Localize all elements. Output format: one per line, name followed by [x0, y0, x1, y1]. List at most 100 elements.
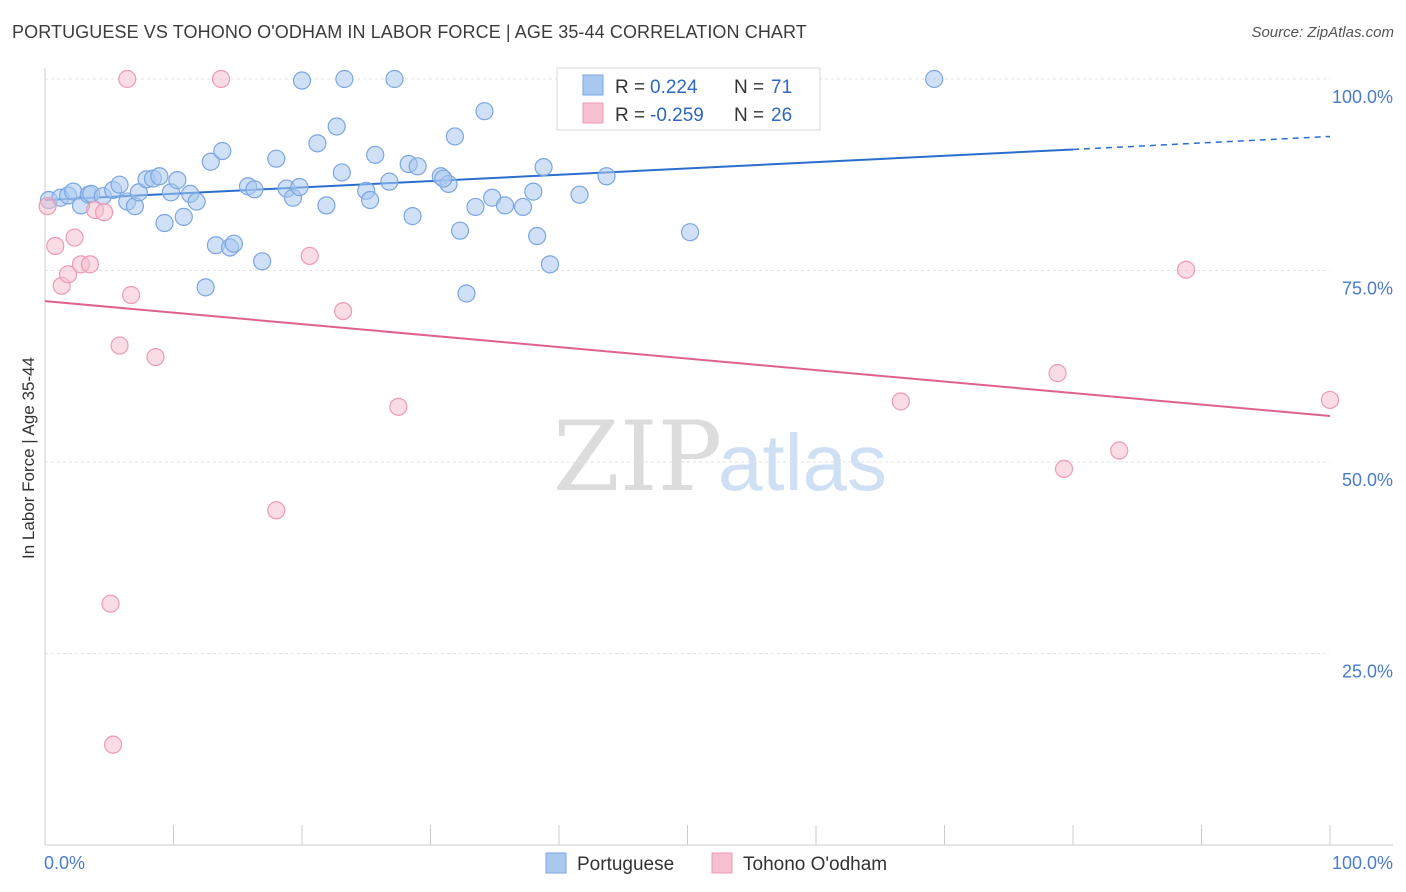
y-tick-label-3: 100.0% [1332, 87, 1393, 107]
legend-r-value-1: -0.259 [650, 105, 704, 126]
point-0-19 [174, 207, 193, 226]
data-points [38, 69, 1340, 754]
point-0-59 [513, 197, 533, 217]
watermark: ZIP atlas [553, 401, 887, 513]
bottom-legend-swatch-0 [545, 852, 567, 874]
y-axis-title: In Labor Force | Age 35-44 [19, 357, 38, 559]
point-1-8 [95, 203, 114, 222]
point-1-14 [146, 347, 165, 367]
legend-r-label-1: R = [615, 105, 645, 126]
trend-line-extension-0 [1072, 135, 1331, 151]
bottom-legend-label-0: Portuguese [577, 854, 674, 875]
point-1-1 [46, 236, 65, 256]
series-0-points [39, 69, 944, 303]
point-0-18 [168, 171, 187, 190]
point-0-22 [196, 278, 215, 297]
point-1-6 [80, 255, 100, 274]
point-1-11 [110, 336, 129, 355]
point-0-39 [332, 163, 351, 182]
point-0-36 [308, 134, 327, 153]
point-0-16 [155, 213, 174, 233]
y-tick-label-0: 25.0% [1342, 662, 1393, 682]
legend-swatch-1 [582, 102, 604, 124]
point-1-4 [65, 228, 84, 247]
legend-n-label-0: N = [734, 77, 764, 98]
point-1-25 [1320, 390, 1340, 410]
point-1-18 [334, 301, 353, 321]
point-0-53 [450, 221, 470, 240]
legend-n-label-1: N = [734, 105, 764, 126]
point-1-17 [300, 246, 319, 266]
point-1-20 [891, 392, 910, 411]
point-1-3 [59, 265, 78, 284]
point-0-23 [201, 152, 220, 171]
x-tick-label-0: 0.0% [44, 853, 85, 873]
trend-line-0 [44, 148, 1074, 202]
trend-line-1 [44, 300, 1331, 418]
point-0-66 [680, 223, 700, 242]
point-0-64 [570, 185, 589, 204]
watermark-zip: ZIP [553, 401, 722, 513]
point-0-60 [524, 182, 543, 201]
point-1-24 [1176, 260, 1196, 279]
point-0-62 [534, 157, 553, 177]
point-0-55 [466, 197, 485, 217]
point-0-56 [475, 102, 494, 121]
y-tick-label-2: 75.0% [1342, 279, 1393, 299]
point-0-52 [445, 127, 465, 146]
point-0-34 [290, 177, 309, 197]
legend-r-label-0: R = [615, 77, 645, 98]
point-0-15 [150, 167, 169, 186]
point-0-27 [224, 234, 243, 253]
point-0-38 [327, 117, 346, 136]
point-0-61 [528, 226, 547, 246]
point-0-25 [213, 141, 232, 161]
point-0-51 [434, 169, 453, 188]
bottom-legend-swatch-1 [711, 852, 733, 874]
point-1-13 [121, 285, 141, 305]
point-0-44 [380, 172, 399, 191]
point-0-45 [385, 69, 404, 89]
point-0-65 [597, 167, 616, 186]
point-0-37 [317, 196, 336, 215]
point-0-42 [361, 190, 380, 210]
point-1-22 [1054, 459, 1074, 478]
point-1-10 [104, 735, 123, 754]
point-1-15 [211, 69, 231, 89]
point-0-54 [457, 284, 476, 303]
y-tick-label-1: 50.0% [1342, 470, 1393, 490]
point-1-9 [101, 594, 120, 613]
point-0-30 [253, 252, 272, 271]
point-1-16 [267, 501, 286, 520]
legend: R = 0.224 N = 71 R = -0.259 N = 26 [556, 67, 821, 131]
trend-lines [44, 135, 1331, 418]
point-0-21 [187, 192, 206, 211]
point-0-48 [408, 157, 427, 176]
point-1-23 [1110, 441, 1129, 460]
point-0-31 [267, 149, 286, 168]
point-0-67 [925, 69, 944, 89]
legend-swatch-0 [582, 74, 604, 96]
x-tick-label-1: 100.0% [1332, 853, 1393, 873]
series-1-points [38, 69, 1340, 754]
chart-source: Source: ZipAtlas.com [1251, 24, 1394, 41]
bottom-legend: Portuguese Tohono O'odham [545, 852, 887, 875]
point-1-0 [38, 197, 57, 216]
tick-labels: 25.0% 50.0% 75.0% 100.0% 0.0% 100.0% [44, 87, 1393, 873]
point-0-29 [245, 180, 264, 199]
grid-lines [45, 78, 1330, 654]
bottom-legend-label-1: Tohono O'odham [743, 854, 887, 875]
point-1-21 [1048, 364, 1067, 383]
point-0-63 [540, 255, 560, 274]
legend-r-value-0: 0.224 [650, 77, 698, 98]
point-0-47 [403, 207, 422, 226]
point-0-35 [292, 71, 312, 90]
point-0-43 [366, 145, 385, 164]
point-0-40 [335, 69, 354, 89]
point-0-9 [110, 175, 129, 194]
legend-n-value-1: 26 [771, 105, 792, 126]
point-1-12 [118, 69, 137, 89]
point-0-58 [495, 196, 515, 215]
chart-title: PORTUGUESE VS TOHONO O'ODHAM IN LABOR FO… [12, 22, 807, 42]
